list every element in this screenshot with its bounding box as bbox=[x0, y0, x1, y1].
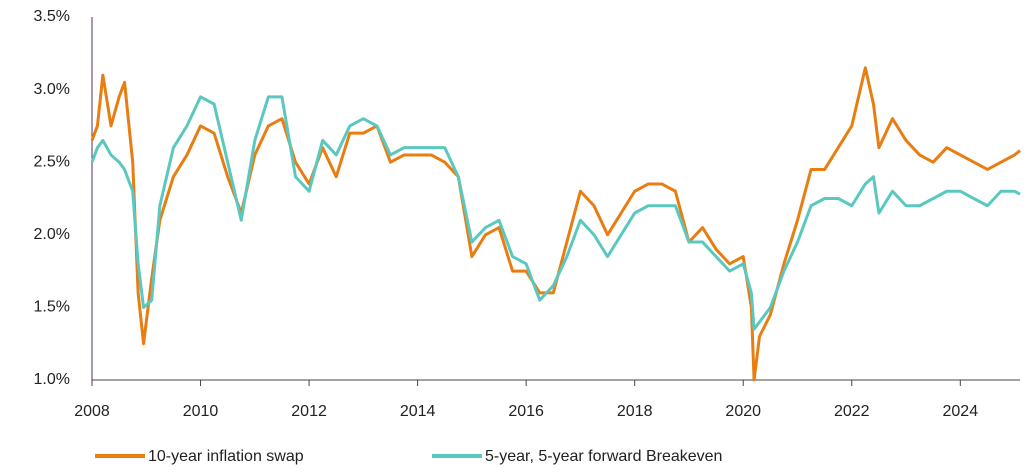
y-tick-label: 2.5% bbox=[34, 153, 70, 170]
x-tick-label: 2016 bbox=[508, 403, 544, 420]
y-tick-label: 3.0% bbox=[34, 81, 70, 98]
x-tick-label: 2018 bbox=[617, 403, 653, 420]
x-tick-label: 2008 bbox=[74, 403, 110, 420]
x-tick-label: 2010 bbox=[183, 403, 219, 420]
legend-label: 5-year, 5-year forward Breakeven bbox=[485, 448, 722, 465]
x-tick-label: 2024 bbox=[943, 403, 979, 420]
line-series bbox=[90, 66, 1021, 382]
x-tick-label: 2012 bbox=[291, 403, 327, 420]
y-tick-label: 3.5% bbox=[34, 8, 70, 25]
legend-label: 10-year inflation swap bbox=[148, 448, 304, 465]
y-tick-label: 2.0% bbox=[34, 226, 70, 243]
x-tick-label: 2022 bbox=[834, 403, 870, 420]
x-tick-label: 2014 bbox=[400, 403, 436, 420]
line-series bbox=[90, 95, 1021, 331]
y-tick-label: 1.0% bbox=[34, 371, 70, 388]
y-tick-label: 1.5% bbox=[34, 299, 70, 316]
x-tick-label: 2020 bbox=[725, 403, 761, 420]
